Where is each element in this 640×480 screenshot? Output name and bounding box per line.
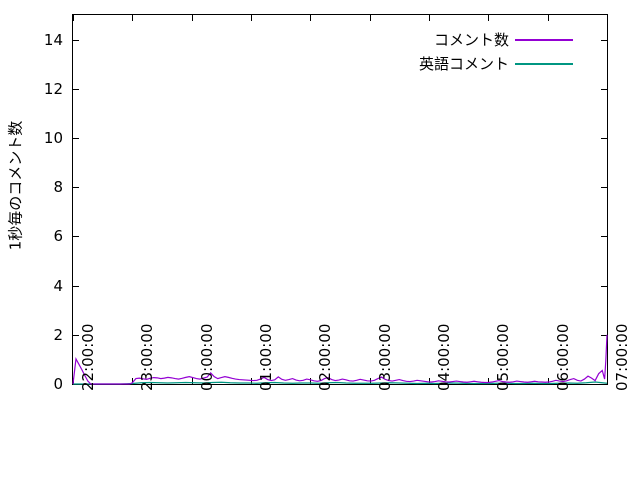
y-axis-tick-mark (601, 285, 607, 287)
y-axis-tick-mark (73, 138, 79, 139)
x-axis-tick-mark (429, 15, 430, 21)
x-axis-tick-mark (251, 15, 252, 21)
y-axis-tick-label: 8 (53, 178, 63, 197)
y-axis-tick-label: 0 (53, 375, 63, 393)
y-axis-tick-mark (601, 236, 607, 238)
x-axis-tick-label: 00:00:00 (197, 323, 216, 391)
y-axis-tick-mark (601, 187, 607, 189)
y-axis-tick-label: 6 (53, 227, 63, 246)
y-axis-tick-label: 14 (43, 30, 63, 49)
legend-label: 英語コメント (418, 55, 509, 73)
y-axis-tick-mark (73, 187, 79, 189)
x-axis-tick-mark (607, 15, 608, 21)
x-axis-tick-label: 01:00:00 (257, 323, 275, 391)
x-axis-tick-label: 06:00:00 (553, 323, 572, 391)
legend-color-swatch (515, 38, 573, 41)
y-axis-tick-mark (601, 334, 607, 336)
y-axis-label-text: 1秒毎のコメント数 (6, 120, 25, 251)
legend-label: コメント数 (433, 31, 509, 49)
y-axis-label: 1秒毎のコメント数 (4, 0, 26, 371)
series-line (73, 381, 608, 385)
y-axis-tick-mark (601, 88, 607, 90)
x-axis-tick-mark (132, 378, 134, 384)
x-axis-tick-mark (191, 15, 193, 21)
x-axis-tick-mark (547, 378, 549, 384)
series-lines (72, 334, 608, 385)
y-axis-tick-mark (73, 285, 79, 287)
x-axis-tick-label: 23:00:00 (138, 323, 157, 391)
x-axis-tick-mark (310, 15, 312, 21)
y-axis-tick-mark (73, 236, 79, 238)
x-axis-tick-label: 04:00:00 (435, 323, 453, 391)
y-axis-tick-label: 2 (53, 325, 63, 344)
x-axis-tick-label: 05:00:00 (494, 323, 513, 391)
x-axis-tick-mark (369, 15, 371, 21)
legend-color-swatch (515, 62, 573, 65)
y-axis-tick-label: 10 (43, 129, 63, 147)
x-axis-tick-mark (607, 378, 608, 384)
legend-item[interactable]: コメント数 (434, 29, 573, 50)
chart-legend: コメント数英語コメント (419, 29, 573, 74)
y-axis-tick-mark (601, 138, 607, 139)
x-axis-tick-mark (488, 378, 490, 384)
y-axis-tick-label: 12 (43, 79, 63, 98)
y-axis-tick-mark (73, 334, 79, 336)
x-axis-tick-label: 22:00:00 (79, 323, 97, 391)
series-line (72, 334, 608, 385)
y-axis-tick-mark (601, 384, 607, 385)
x-axis-tick-mark (191, 378, 193, 384)
x-axis-tick-mark (132, 15, 134, 21)
x-axis-tick-label: 07:00:00 (613, 323, 631, 391)
x-axis-tick-label: 03:00:00 (375, 323, 394, 391)
y-axis-tick-mark (73, 39, 79, 41)
y-axis-tick-mark (601, 39, 607, 41)
x-axis-tick-label: 02:00:00 (316, 323, 335, 391)
plot-area: コメント数英語コメント (72, 14, 608, 385)
y-axis-tick-mark (73, 88, 79, 90)
legend-item[interactable]: 英語コメント (419, 53, 573, 74)
x-axis-tick-mark (488, 15, 490, 21)
x-axis-tick-mark (73, 15, 74, 21)
x-axis-tick-mark (429, 378, 430, 384)
y-axis-tick-label: 4 (53, 276, 63, 295)
x-axis-tick-mark (310, 378, 312, 384)
x-axis-tick-mark (547, 15, 549, 21)
